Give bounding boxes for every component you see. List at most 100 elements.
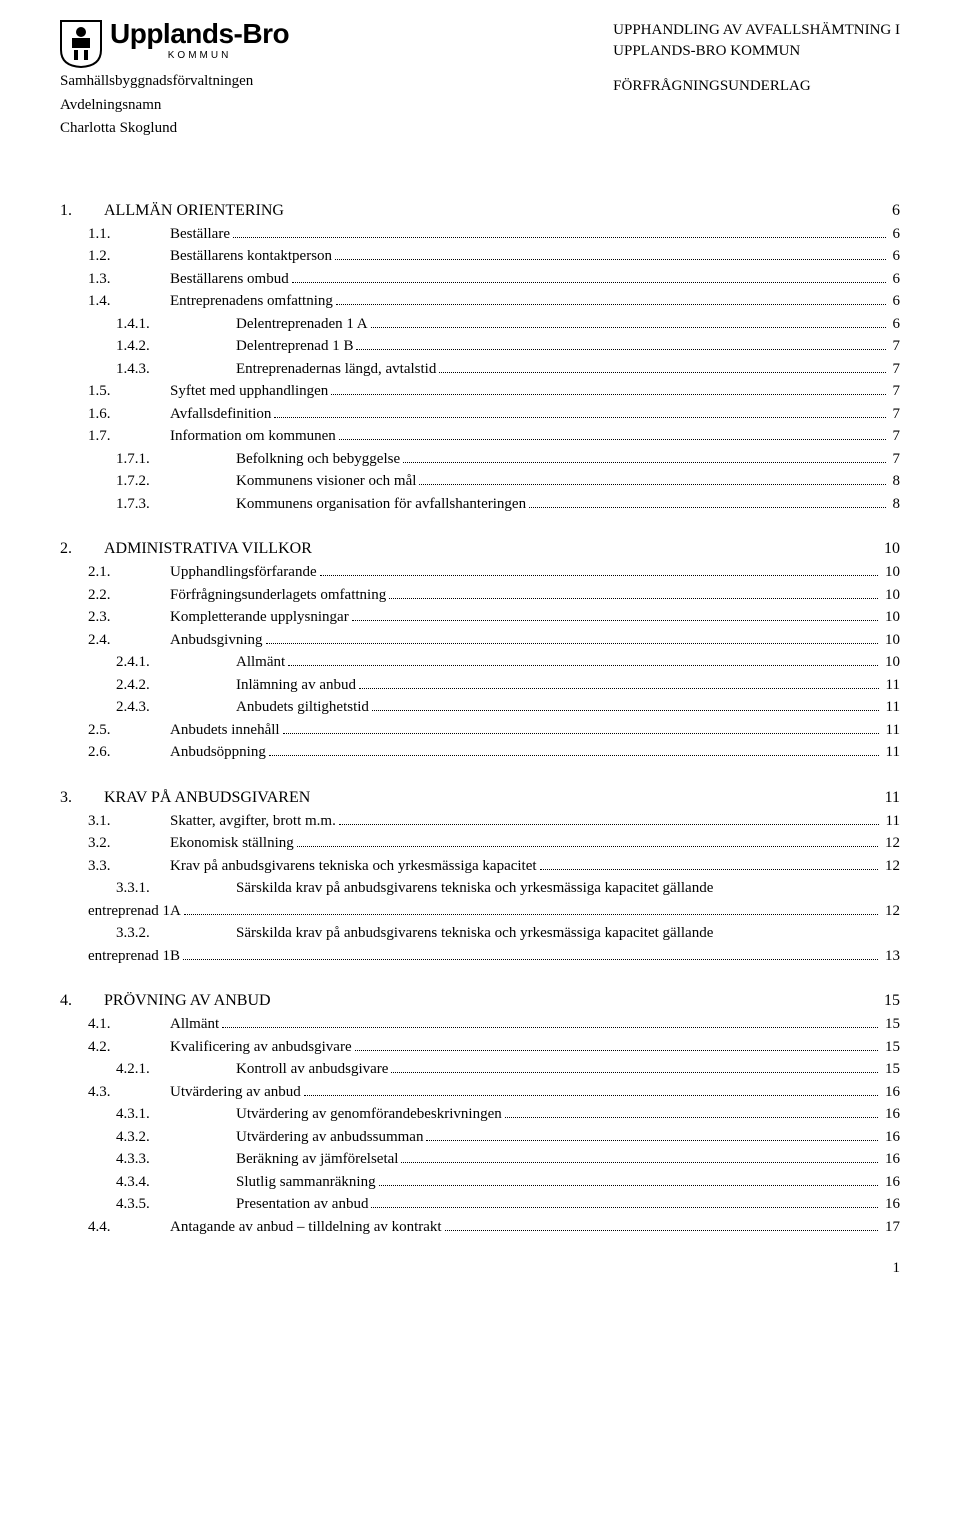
toc-page: 8: [889, 493, 901, 516]
doc-subtitle: FÖRFRÅGNINGSUNDERLAG: [613, 76, 900, 97]
toc-label: KRAV PÅ ANBUDSGIVAREN: [104, 786, 310, 810]
toc-page: 13: [881, 945, 900, 968]
toc-page: 11: [882, 719, 900, 742]
toc-page: 16: [881, 1148, 900, 1171]
toc-entry: 4.3.5.Presentation av anbud16: [60, 1193, 900, 1216]
document-header: Upplands-Bro KOMMUN Samhällsbyggnadsförv…: [60, 20, 900, 139]
toc-label: Anbudets innehåll: [170, 719, 280, 742]
toc-heading: 3.KRAV PÅ ANBUDSGIVAREN 11: [60, 786, 900, 810]
toc-num: 3.: [60, 786, 104, 810]
toc-entry: 1.5.Syftet med upphandlingen7: [60, 380, 900, 403]
toc-entry: 4.3.1.Utvärdering av genomförandebeskriv…: [60, 1103, 900, 1126]
toc-num: 4.1.: [60, 1013, 170, 1036]
toc-entry: 2.6.Anbudsöppning11: [60, 741, 900, 764]
toc-label: Avfallsdefinition: [170, 403, 271, 426]
toc-entry: 2.4.Anbudsgivning10: [60, 629, 900, 652]
toc-label: Kvalificering av anbudsgivare: [170, 1036, 352, 1059]
toc-label: Skatter, avgifter, brott m.m.: [170, 810, 336, 833]
toc-num: 4.3.1.: [60, 1103, 236, 1126]
toc-num: 3.3.: [60, 855, 170, 878]
toc-page: 12: [881, 855, 900, 878]
toc-entry: 1.4.Entreprenadens omfattning 6: [60, 290, 900, 313]
toc-page: 16: [881, 1171, 900, 1194]
toc-label: Entreprenadens omfattning: [170, 290, 333, 313]
toc-entry: 3.3.1.Särskilda krav på anbudsgivarens t…: [60, 877, 900, 922]
toc-label: Allmänt: [170, 1013, 219, 1036]
toc-label: Delentreprenaden 1 A: [236, 313, 368, 336]
toc-page: 12: [881, 900, 900, 923]
toc-num: 4.2.: [60, 1036, 170, 1059]
toc-entry: 1.7.1.Befolkning och bebyggelse7: [60, 448, 900, 471]
toc-label: Anbudsgivning: [170, 629, 263, 652]
toc-page: 10: [880, 537, 900, 561]
toc-num: 3.3.2.: [60, 922, 236, 945]
toc-entry: 4.3.2.Utvärdering av anbudssumman16: [60, 1126, 900, 1149]
toc-page: 11: [882, 674, 900, 697]
toc-num: 1.7.2.: [60, 470, 236, 493]
toc-entry: 1.4.1.Delentreprenaden 1 A6: [60, 313, 900, 336]
toc-label: Anbudsöppning: [170, 741, 266, 764]
toc-num: 2.5.: [60, 719, 170, 742]
toc-page: 6: [889, 268, 901, 291]
toc-entry: 3.3.2.Särskilda krav på anbudsgivarens t…: [60, 922, 900, 967]
toc-entry: 3.3.Krav på anbudsgivarens tekniska och …: [60, 855, 900, 878]
toc-entry: 2.4.3.Anbudets giltighetstid11: [60, 696, 900, 719]
header-right: UPPHANDLING AV AVFALLSHÄMTNING I UPPLAND…: [613, 20, 900, 97]
toc-entry: 2.4.2.Inlämning av anbud11: [60, 674, 900, 697]
toc-label: Anbudets giltighetstid: [236, 696, 369, 719]
toc-label: ALLMÄN ORIENTERING: [104, 199, 284, 223]
toc-entry: 1.1.Beställare6: [60, 223, 900, 246]
toc-section: 4.PRÖVNING AV ANBUD154.1.Allmänt154.2.Kv…: [60, 989, 900, 1238]
toc-page: 6: [889, 290, 901, 313]
toc-entry: 3.2.Ekonomisk ställning12: [60, 832, 900, 855]
toc-entry: 2.1.Upphandlingsförfarande10: [60, 561, 900, 584]
toc-num: 2.3.: [60, 606, 170, 629]
toc-section: 3.KRAV PÅ ANBUDSGIVAREN113.1.Skatter, av…: [60, 786, 900, 968]
toc-page: 8: [889, 470, 901, 493]
toc-label: Information om kommunen: [170, 425, 336, 448]
toc-num: 1.5.: [60, 380, 170, 403]
toc-label-cont: entreprenad 1A: [88, 900, 181, 923]
toc-label: Allmänt: [236, 651, 285, 674]
toc-page: 7: [889, 425, 901, 448]
toc-label: Slutlig sammanräkning: [236, 1171, 376, 1194]
toc-label: Kompletterande upplysningar: [170, 606, 349, 629]
toc-num: 1.6.: [60, 403, 170, 426]
toc-label: Antagande av anbud – tilldelning av kont…: [170, 1216, 442, 1239]
toc-label: ADMINISTRATIVA VILLKOR: [104, 537, 312, 561]
toc-page: 11: [881, 786, 900, 810]
toc-label: Beställarens kontaktperson: [170, 245, 332, 268]
toc-num: 2.4.1.: [60, 651, 236, 674]
toc-label: Utvärdering av genomförandebeskrivningen: [236, 1103, 502, 1126]
toc-section: 2.ADMINISTRATIVA VILLKOR102.1.Upphandlin…: [60, 537, 900, 764]
toc-page: 6: [888, 199, 900, 223]
toc-num: 1.7.1.: [60, 448, 236, 471]
toc-num: 4.3.3.: [60, 1148, 236, 1171]
toc-entry: 1.6.Avfallsdefinition7: [60, 403, 900, 426]
toc-page: 12: [881, 832, 900, 855]
toc-entry: 4.4.Antagande av anbud – tilldelning av …: [60, 1216, 900, 1239]
toc-label: Kommunens visioner och mål: [236, 470, 416, 493]
toc-num: 4.3.: [60, 1081, 170, 1104]
doc-title-line-2: UPPLANDS-BRO KOMMUN: [613, 41, 900, 62]
toc-num: 3.3.1.: [60, 877, 236, 900]
toc-label-cont: entreprenad 1B: [88, 945, 180, 968]
toc-num: 4.: [60, 989, 104, 1013]
toc-num: 2.4.2.: [60, 674, 236, 697]
toc-page: 6: [889, 245, 901, 268]
toc-label: Kontroll av anbudsgivare: [236, 1058, 388, 1081]
toc-label: Delentreprenad 1 B: [236, 335, 353, 358]
toc-num: 4.3.4.: [60, 1171, 236, 1194]
toc-entry: 1.4.2.Delentreprenad 1 B7: [60, 335, 900, 358]
toc-page: 10: [881, 606, 900, 629]
toc-page: 6: [889, 313, 901, 336]
toc-num: 1.4.: [60, 290, 170, 313]
toc-section: 1.ALLMÄN ORIENTERING61.1.Beställare61.2.…: [60, 199, 900, 516]
toc-entry: 1.2.Beställarens kontaktperson6: [60, 245, 900, 268]
page-number: 1: [60, 1260, 900, 1277]
toc-label: Utvärdering av anbud: [170, 1081, 301, 1104]
toc-entry: 1.7.Information om kommunen7: [60, 425, 900, 448]
toc-label: Krav på anbudsgivarens tekniska och yrke…: [170, 855, 537, 878]
doc-title-line-1: UPPHANDLING AV AVFALLSHÄMTNING I: [613, 20, 900, 41]
toc-entry: 2.2.Förfrågningsunderlagets omfattning10: [60, 584, 900, 607]
